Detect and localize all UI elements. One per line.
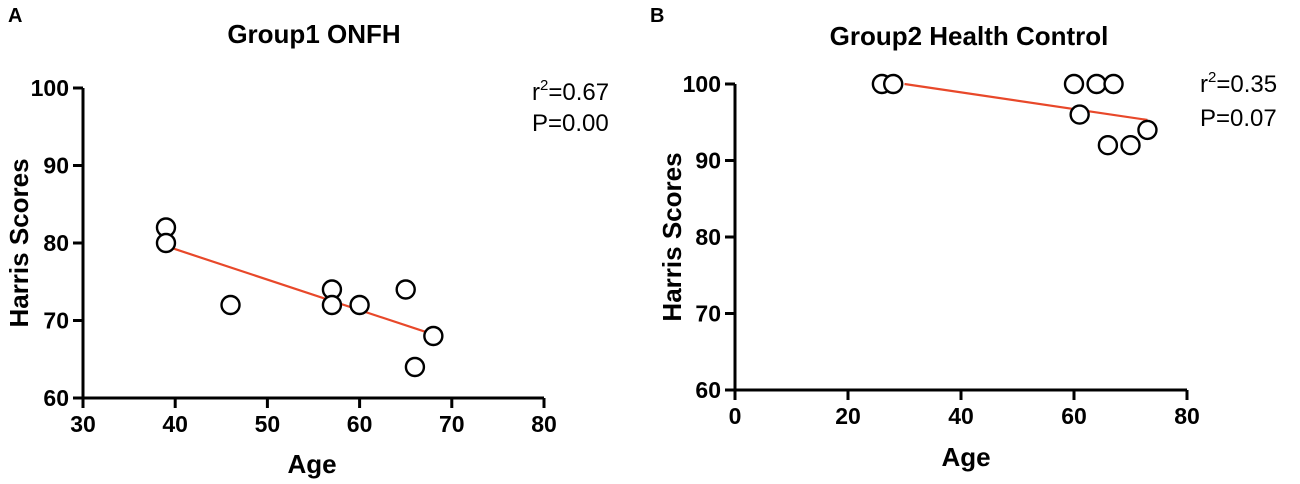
p-value-label: P=0.00	[532, 110, 609, 137]
regression-line	[165, 245, 434, 336]
x-tick-label: 80	[531, 411, 557, 437]
x-tick-label: 30	[70, 411, 96, 437]
y-tick-label: 80	[43, 230, 69, 256]
data-point	[1086, 73, 1107, 95]
chart-panel-a: A Group1 ONFH 60 70 80 90 100 30 40 50 60 70 80 Age Ha…	[4, 5, 609, 479]
data-point	[423, 325, 444, 347]
chart-title: Group2 Health Control	[830, 21, 1109, 51]
x-tick-label: 60	[347, 411, 373, 437]
y-tick-label: 90	[43, 153, 69, 179]
x-axis-label: Age	[287, 449, 336, 479]
x-tick-label: 60	[1061, 403, 1087, 429]
chart-title: Group1 ONFH	[227, 19, 400, 49]
y-tick-label: 100	[31, 75, 69, 101]
x-tick-label: 0	[729, 403, 742, 429]
p-value-label: P=0.07	[1200, 105, 1277, 132]
y-axis-label: Harris Scores	[4, 158, 34, 327]
r-squared-label: r2=0.67	[532, 77, 609, 106]
x-axis-label: Age	[941, 442, 990, 472]
data-point	[404, 356, 426, 378]
data-point	[883, 73, 904, 95]
data-point	[1103, 73, 1124, 95]
data-point	[1097, 134, 1119, 156]
x-tick-label: 20	[835, 403, 861, 429]
data-point	[349, 294, 370, 316]
data-point	[1120, 134, 1141, 156]
data-point	[1137, 119, 1158, 141]
y-axis-label: Harris Scores	[657, 152, 687, 321]
panel-label: A	[8, 5, 22, 27]
panel-label: B	[650, 5, 664, 27]
x-tick-label: 40	[162, 411, 188, 437]
data-point	[155, 232, 177, 254]
chart-panel-b: B Group2 Health Control 60 70 80 90 100 0 20 40 60…	[650, 5, 1277, 472]
x-tick-label: 50	[255, 411, 281, 437]
y-tick-label: 90	[695, 148, 721, 174]
data-point	[220, 294, 241, 316]
y-tick-label: 60	[43, 385, 69, 411]
y-tick-label: 60	[695, 377, 721, 403]
x-tick-label: 70	[439, 411, 465, 437]
regression-line	[904, 82, 1148, 122]
data-point	[1069, 104, 1090, 125]
y-tick-label: 70	[43, 308, 69, 334]
x-tick-label: 40	[948, 403, 974, 429]
y-tick-label: 100	[683, 71, 721, 97]
r-squared-label: r2=0.35	[1200, 69, 1277, 98]
data-point	[395, 279, 416, 300]
x-tick-label: 80	[1174, 403, 1200, 429]
data-point	[1063, 73, 1085, 95]
y-tick-label: 70	[695, 301, 721, 327]
y-tick-label: 80	[695, 224, 721, 250]
data-point	[321, 294, 343, 316]
